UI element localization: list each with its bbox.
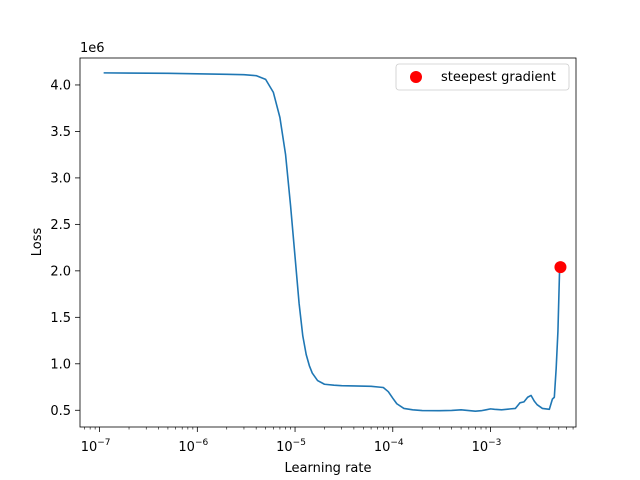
x-axis-label: Learning rate [285,461,372,476]
y-axis-ticks: 0.5 1.0 1.5 2.0 2.5 3.0 3.5 4.0 [50,78,80,419]
plot-area [80,58,576,427]
x-tick-label: 10−7 [81,438,111,455]
legend-marker-steepest-gradient [410,71,422,83]
plot-frame [79,57,577,428]
x-tick-label: 10−4 [374,438,404,455]
y-tick-label: 3.5 [50,125,71,140]
x-tick-label: 10−6 [178,438,208,455]
x-tick-label: 10−3 [472,438,502,455]
y-tick-label: 1.0 [50,357,71,372]
y-tick-label: 0.5 [50,404,71,419]
y-tick-label: 1.5 [50,311,71,326]
y-offset-label: 1e6 [80,41,105,56]
y-tick-label: 2.5 [50,218,71,233]
series-layer [103,72,567,412]
y-axis-label: Loss [30,228,45,257]
y-tick-label: 2.0 [50,264,71,279]
y-tick-label: 3.0 [50,171,71,186]
legend-label-steepest-gradient: steepest gradient [441,70,556,85]
x-tick-label: 10−5 [276,438,306,455]
y-tick-label: 4.0 [50,78,71,93]
legend-box [395,63,570,91]
steepest-gradient-point [554,261,567,274]
legend: steepest gradient [395,63,570,91]
loss-curve [103,72,561,412]
x-axis-ticks: 10−7 10−6 10−5 10−4 10−3 [81,427,574,455]
